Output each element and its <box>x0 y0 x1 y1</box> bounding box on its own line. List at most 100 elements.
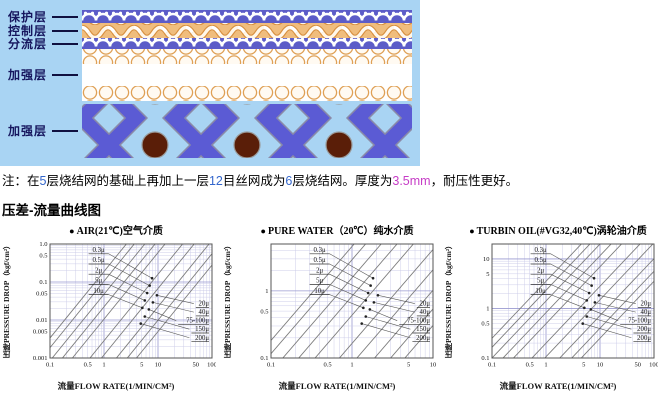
chart-turbine-oil: 压降PRESSURE DROP（kgf/cm²） ● TURBIN OIL(#VG… <box>442 221 663 392</box>
chart-body: ● AIR(21℃)空气介质 0.1 0.5 1 5 10 50 100 1.0 0.5 0.1 0.… <box>13 221 219 392</box>
leader-dash <box>52 73 79 76</box>
svg-text:0.1: 0.1 <box>481 355 489 362</box>
svg-text:200μ: 200μ <box>195 335 209 342</box>
layer-label-text: 加强层 <box>8 68 48 82</box>
chart-title: ● TURBIN OIL(#VG32,40℃)涡轮油介质 <box>469 222 647 237</box>
note-segment: 层烧结网的基础上再加上一层 <box>46 174 209 188</box>
svg-text:5: 5 <box>140 362 143 369</box>
svg-text:0.5μ: 0.5μ <box>93 257 105 264</box>
svg-text:1.0: 1.0 <box>39 241 47 248</box>
section-title: 压差-流量曲线图 <box>2 203 101 218</box>
note-segment: 3.5mm <box>392 174 431 188</box>
layer-label-text: 保护层 <box>8 10 48 24</box>
chart-body: ● TURBIN OIL(#VG32,40℃)涡轮油介质 0.1 0.5 1 5 10 50… <box>455 221 661 392</box>
y-axis-label: 压降PRESSURE DROP（kgf/cm²） <box>2 241 11 358</box>
bullet-icon: ● <box>469 226 475 236</box>
svg-text:10μ: 10μ <box>314 288 325 295</box>
svg-text:0.1: 0.1 <box>267 362 275 369</box>
svg-text:1: 1 <box>102 362 105 369</box>
layer-label-protective: 保护层 <box>8 8 79 25</box>
svg-text:40μ: 40μ <box>420 309 431 316</box>
svg-text:20μ: 20μ <box>420 301 431 308</box>
svg-text:1: 1 <box>265 288 268 295</box>
svg-text:5μ: 5μ <box>316 278 323 285</box>
y-axis-label: 压降PRESSURE DROP（kgf/cm²） <box>444 241 453 358</box>
svg-text:0.001: 0.001 <box>33 355 48 362</box>
svg-text:0.01: 0.01 <box>36 317 47 324</box>
charts-row: 压降PRESSURE DROP（kgf/cm²） ● AIR(21℃)空气介质 0… <box>0 221 664 392</box>
svg-text:0.005: 0.005 <box>33 329 48 336</box>
svg-text:10: 10 <box>155 362 162 369</box>
svg-text:5: 5 <box>407 362 410 369</box>
plot-svg: 0.1 0.5 1 5 10 50 100 10 5 1 0.5 0.1 0.3μ 0.5μ 2μ 5μ 10μ… <box>481 243 658 369</box>
layer-label-distribution: 分流层 <box>8 35 79 52</box>
note-segment: ，耐压性更好。 <box>430 174 519 188</box>
control-layer-band <box>82 23 412 38</box>
leader-dash <box>52 29 79 32</box>
svg-text:20μ: 20μ <box>641 301 652 308</box>
svg-text:0.5: 0.5 <box>526 362 534 369</box>
layer-label-control: 控制层 <box>8 22 79 39</box>
chart-body: ● PURE WATER（20℃）纯水介质 0.1 0.5 1 5 10 1 0.5 0.1 0.… <box>234 221 440 392</box>
svg-text:75-100μ: 75-100μ <box>186 318 209 325</box>
x-axis-label: 流量FLOW RATE(1/MIN/CM²) <box>499 381 617 391</box>
note-text: 注：在5层烧结网的基础上再加上一层12目丝网成为6层烧结网。厚度为3.5mm，耐… <box>2 170 518 189</box>
svg-text:1: 1 <box>544 362 547 369</box>
note-segment: 层烧结网。厚度为 <box>292 174 393 188</box>
svg-text:2μ: 2μ <box>95 267 102 274</box>
plot-svg: 0.1 0.5 1 5 10 50 100 1.0 0.5 0.1 0.05 0.01 0.005 0.0… <box>33 241 216 369</box>
protective-layer-band <box>82 10 412 23</box>
svg-text:0.1: 0.1 <box>39 279 47 286</box>
svg-text:5μ: 5μ <box>537 278 544 285</box>
chart-air: 压降PRESSURE DROP（kgf/cm²） ● AIR(21℃)空气介质 0… <box>0 221 221 392</box>
svg-text:5μ: 5μ <box>95 278 102 285</box>
svg-text:20μ: 20μ <box>199 301 210 308</box>
svg-text:40μ: 40μ <box>199 309 210 316</box>
svg-text:200μ: 200μ <box>416 335 430 342</box>
svg-text:2μ: 2μ <box>537 267 544 274</box>
svg-text:10: 10 <box>597 362 604 369</box>
svg-text:0.05: 0.05 <box>36 291 47 298</box>
layer-structure-art <box>82 10 412 158</box>
svg-text:0.5μ: 0.5μ <box>535 257 547 264</box>
layer-label-text: 分流层 <box>8 37 48 51</box>
note-segment: 注：在 <box>2 174 40 188</box>
chart-pure-water: 压降PRESSURE DROP（kgf/cm²） ● PURE WATER（20℃… <box>221 221 442 392</box>
svg-text:200μ: 200μ <box>637 326 651 333</box>
bullet-icon: ● <box>260 226 266 236</box>
note-segment: 目丝网成为 <box>222 174 286 188</box>
svg-text:1: 1 <box>486 306 489 313</box>
svg-text:0.1: 0.1 <box>260 355 268 362</box>
svg-text:0.3μ: 0.3μ <box>535 247 547 254</box>
svg-text:150μ: 150μ <box>416 326 430 333</box>
svg-text:40μ: 40μ <box>641 309 652 316</box>
svg-text:150μ: 150μ <box>195 326 209 333</box>
note-segment: 5 <box>39 174 47 188</box>
svg-text:200μ: 200μ <box>637 335 651 342</box>
svg-text:10μ: 10μ <box>535 288 546 295</box>
layer-label-text: 加强层 <box>8 124 48 138</box>
coarse-weave-band <box>82 104 412 158</box>
layer-label-text: 控制层 <box>8 24 48 38</box>
x-axis-label: 流量FLOW RATE(1/MIN/CM²) <box>278 381 396 391</box>
svg-text:75-100μ: 75-100μ <box>628 318 651 325</box>
y-axis-label: 压降PRESSURE DROP（kgf/cm²） <box>223 241 232 358</box>
svg-text:100: 100 <box>207 362 216 369</box>
chart-title-text: TURBIN OIL(#VG32,40℃)涡轮油介质 <box>476 226 647 237</box>
svg-text:75-100μ: 75-100μ <box>407 318 430 325</box>
layer-label-reinforce-1: 加强层 <box>8 66 79 83</box>
svg-text:0.5: 0.5 <box>260 308 268 315</box>
svg-text:0.5: 0.5 <box>324 362 332 369</box>
svg-text:5: 5 <box>582 362 585 369</box>
svg-text:10: 10 <box>430 362 437 369</box>
note-segment: 6 <box>285 174 293 188</box>
svg-text:0.1: 0.1 <box>488 362 496 369</box>
chart-title: ● AIR(21℃)空气介质 <box>69 222 163 237</box>
svg-text:0.1: 0.1 <box>46 362 54 369</box>
svg-text:5: 5 <box>486 271 489 278</box>
svg-text:0.5: 0.5 <box>39 253 47 260</box>
svg-text:0.5: 0.5 <box>84 362 92 369</box>
chart-title-text: AIR(21℃)空气介质 <box>76 226 163 237</box>
